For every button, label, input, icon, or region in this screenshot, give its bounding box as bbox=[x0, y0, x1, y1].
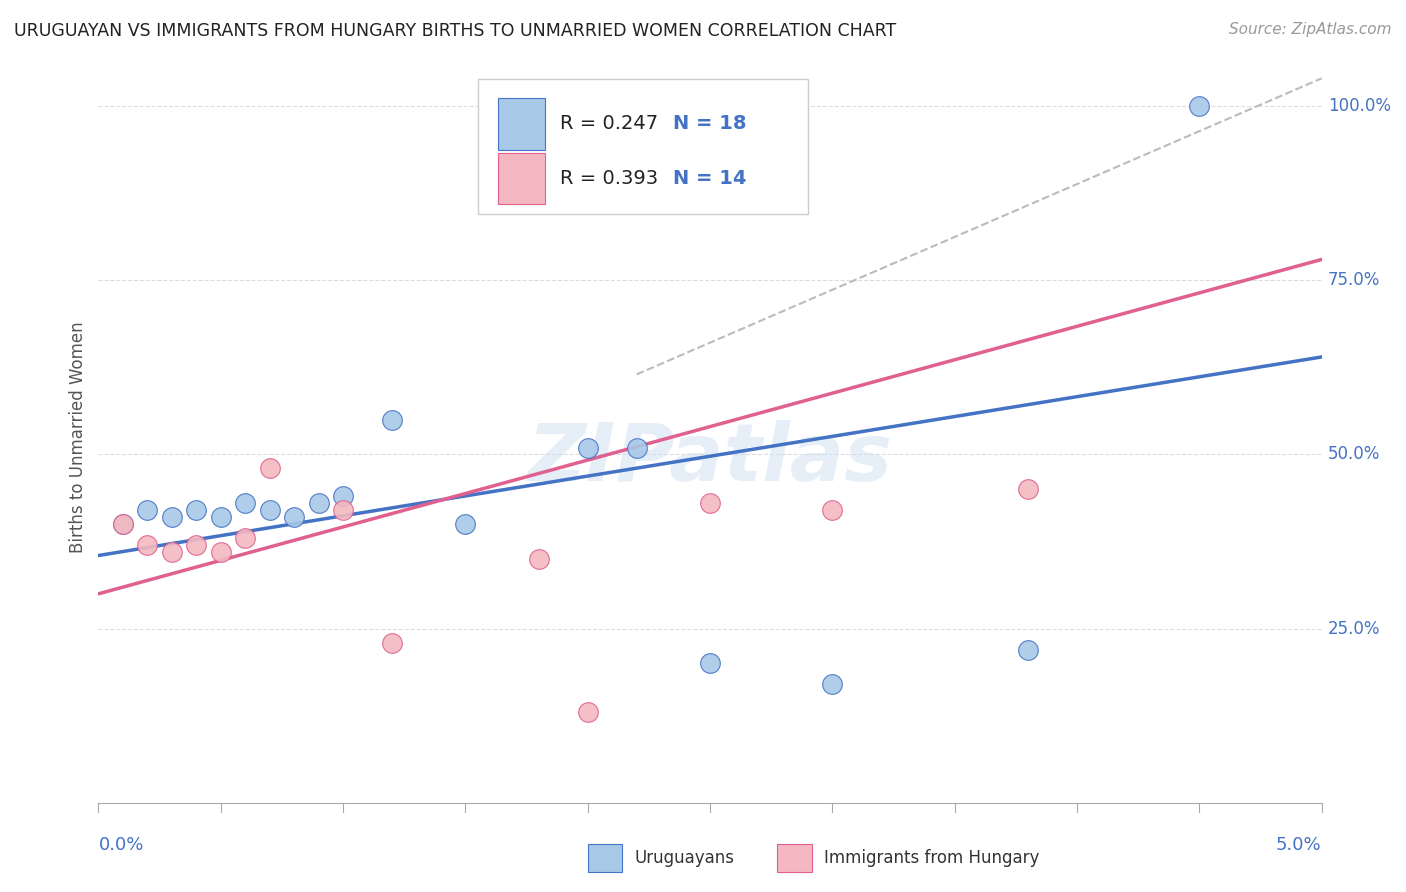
Point bbox=[576, 441, 599, 455]
Text: URUGUAYAN VS IMMIGRANTS FROM HUNGARY BIRTHS TO UNMARRIED WOMEN CORRELATION CHART: URUGUAYAN VS IMMIGRANTS FROM HUNGARY BIR… bbox=[14, 22, 896, 40]
Point bbox=[186, 538, 208, 552]
Point bbox=[332, 489, 354, 503]
Point bbox=[186, 503, 208, 517]
Point bbox=[233, 531, 256, 545]
FancyBboxPatch shape bbox=[498, 153, 546, 204]
Point bbox=[233, 496, 256, 510]
Point bbox=[821, 677, 844, 691]
Point bbox=[259, 461, 281, 475]
Point bbox=[136, 538, 159, 552]
Text: 100.0%: 100.0% bbox=[1327, 97, 1391, 115]
Text: Source: ZipAtlas.com: Source: ZipAtlas.com bbox=[1229, 22, 1392, 37]
Point bbox=[381, 635, 404, 649]
FancyBboxPatch shape bbox=[588, 844, 621, 871]
Point bbox=[626, 441, 648, 455]
Point bbox=[821, 503, 844, 517]
Point bbox=[209, 545, 232, 559]
FancyBboxPatch shape bbox=[498, 98, 546, 150]
Point bbox=[454, 517, 477, 532]
Text: R = 0.393: R = 0.393 bbox=[560, 169, 658, 188]
Text: 0.0%: 0.0% bbox=[98, 836, 143, 854]
FancyBboxPatch shape bbox=[778, 844, 811, 871]
Text: 5.0%: 5.0% bbox=[1277, 836, 1322, 854]
Point bbox=[332, 503, 354, 517]
Point bbox=[308, 496, 330, 510]
Text: N = 18: N = 18 bbox=[673, 114, 747, 134]
FancyBboxPatch shape bbox=[478, 78, 808, 214]
Point bbox=[527, 552, 550, 566]
Point bbox=[699, 657, 721, 671]
Point bbox=[259, 503, 281, 517]
Point bbox=[381, 412, 404, 426]
Point bbox=[1017, 483, 1039, 497]
Text: ZIPatlas: ZIPatlas bbox=[527, 420, 893, 498]
Point bbox=[160, 545, 183, 559]
Text: N = 14: N = 14 bbox=[673, 169, 747, 188]
Text: Uruguayans: Uruguayans bbox=[634, 848, 734, 867]
Point bbox=[160, 510, 183, 524]
Point bbox=[111, 517, 134, 532]
Text: Immigrants from Hungary: Immigrants from Hungary bbox=[824, 848, 1039, 867]
Point bbox=[136, 503, 159, 517]
Text: 50.0%: 50.0% bbox=[1327, 445, 1381, 464]
Point bbox=[1017, 642, 1039, 657]
Point bbox=[576, 705, 599, 719]
Text: 25.0%: 25.0% bbox=[1327, 620, 1381, 638]
Text: 75.0%: 75.0% bbox=[1327, 271, 1381, 289]
Point bbox=[111, 517, 134, 532]
Point bbox=[283, 510, 305, 524]
Point bbox=[1188, 99, 1211, 113]
Point bbox=[209, 510, 232, 524]
Text: R = 0.247: R = 0.247 bbox=[560, 114, 658, 134]
Point bbox=[699, 496, 721, 510]
Y-axis label: Births to Unmarried Women: Births to Unmarried Women bbox=[69, 321, 87, 553]
